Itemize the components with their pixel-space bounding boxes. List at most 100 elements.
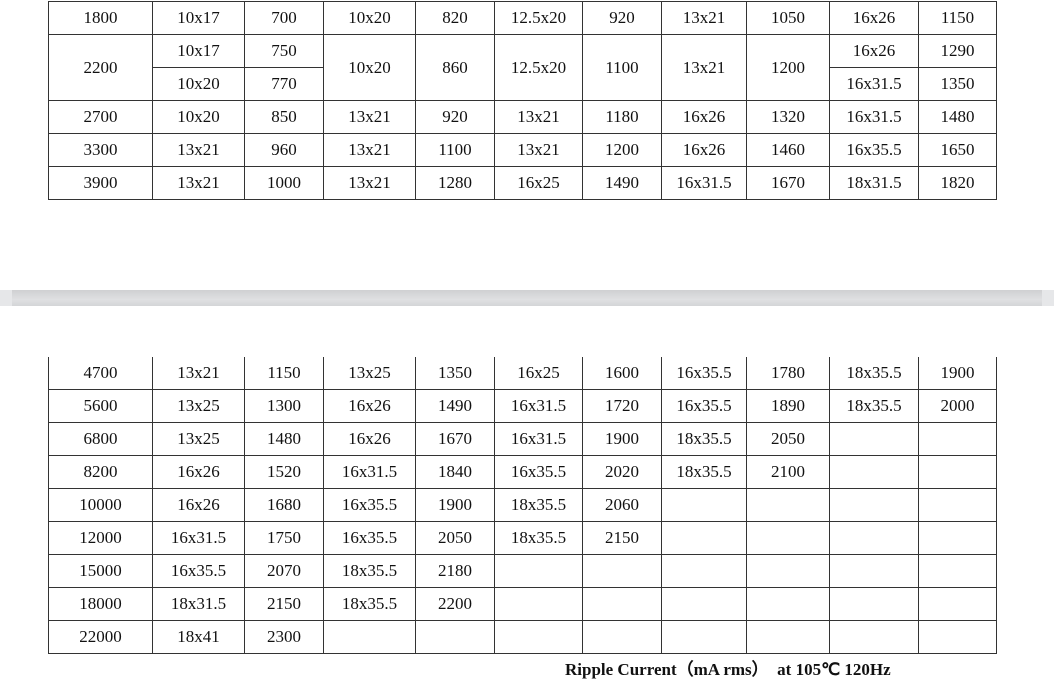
table-cell xyxy=(494,587,583,621)
table-cell: 3900 xyxy=(48,166,153,200)
table-cell: 13x21 xyxy=(494,133,583,167)
table-row: 18000 18x31.5 2150 18x35.5 2200 xyxy=(48,587,997,621)
table-cell xyxy=(829,488,919,522)
table-cell: 10x17 xyxy=(152,1,245,35)
table-cell: 2020 xyxy=(582,455,662,489)
table-cell: 1650 xyxy=(918,133,997,167)
table-cell xyxy=(829,422,919,456)
table-cell xyxy=(494,554,583,588)
table-cell: 1750 xyxy=(244,521,324,555)
table-cell: 16x26 xyxy=(152,488,245,522)
table-cell: 1350 xyxy=(918,67,997,101)
table-cell xyxy=(661,521,747,555)
table-cell: 16x35.5 xyxy=(323,521,416,555)
table-cell xyxy=(829,620,919,654)
table-cell: 5600 xyxy=(48,389,153,423)
table-cell: 1600 xyxy=(582,357,662,390)
table-row: 2700 10x20 850 13x21 920 13x21 1180 16x26 1320 16… xyxy=(48,100,997,134)
table-cell: 1460 xyxy=(746,133,830,167)
table-cell: 18x35.5 xyxy=(661,455,747,489)
table-cell: 860 xyxy=(415,34,495,101)
table-cell xyxy=(494,620,583,654)
table-cell: 1780 xyxy=(746,357,830,390)
table-cell: 1680 xyxy=(244,488,324,522)
table-cell: 1200 xyxy=(582,133,662,167)
table-cell: 12.5x20 xyxy=(494,34,583,101)
table-cell: 16x35.5 xyxy=(323,488,416,522)
table-cell: 16x26 xyxy=(323,389,416,423)
table-row: 3300 13x21 960 13x21 1100 13x21 1200 16x26 1460 1… xyxy=(48,133,997,167)
table-cell: 13x21 xyxy=(661,34,747,101)
table-cell: 18x35.5 xyxy=(323,554,416,588)
table-cell: 1150 xyxy=(918,1,997,35)
table-cell: 16x31.5 xyxy=(494,389,583,423)
table-cell: 2200 xyxy=(415,587,495,621)
table-cell: 13x21 xyxy=(152,166,245,200)
table-cell: 1820 xyxy=(918,166,997,200)
table-cell: 18x35.5 xyxy=(661,422,747,456)
table-cell xyxy=(661,587,747,621)
table-cell: 1290 xyxy=(918,34,997,68)
table-cell: 1280 xyxy=(415,166,495,200)
table-cell: 13x25 xyxy=(152,422,245,456)
table-cell: 18x31.5 xyxy=(829,166,919,200)
table-cell xyxy=(829,587,919,621)
table-cell: 10000 xyxy=(48,488,153,522)
table-cell: 16x31.5 xyxy=(829,67,919,101)
table-row: 15000 16x35.5 2070 18x35.5 2180 xyxy=(48,554,997,588)
table-cell: 920 xyxy=(415,100,495,134)
table-row: 10000 16x26 1680 16x35.5 1900 18x35.5 2060 xyxy=(48,488,997,522)
table-cell: 16x31.5 xyxy=(661,166,747,200)
table-cell xyxy=(829,455,919,489)
table-cell: 1900 xyxy=(582,422,662,456)
table-cell: 10x20 xyxy=(152,67,245,101)
table-row: 3900 13x21 1000 13x21 1280 16x25 1490 16x31.5 16… xyxy=(48,166,997,200)
table-cell xyxy=(582,554,662,588)
table-cell: 1200 xyxy=(746,34,830,101)
capacitor-table-bottom: 4700 13x21 1150 13x25 1350 16x25 1600 16x35.5 17… xyxy=(48,357,997,654)
table-cell: 16x31.5 xyxy=(323,455,416,489)
table-row: 4700 13x21 1150 13x25 1350 16x25 1600 16x35.5 17… xyxy=(48,357,997,390)
table-row: 1800 10x17 700 10x20 820 12.5x20 920 13x21 1050 1… xyxy=(48,1,997,35)
table-cell: 13x25 xyxy=(152,389,245,423)
table-cell: 1100 xyxy=(415,133,495,167)
table-cell: 18x35.5 xyxy=(829,389,919,423)
table-cell: 18x35.5 xyxy=(494,521,583,555)
table-cell: 2200 xyxy=(48,34,153,101)
table-cell: 1720 xyxy=(582,389,662,423)
table-cell: 3300 xyxy=(48,133,153,167)
table-cell: 16x35.5 xyxy=(661,389,747,423)
table-cell xyxy=(746,521,830,555)
table-cell: 16x25 xyxy=(494,357,583,390)
table-cell: 13x25 xyxy=(323,357,416,390)
table-cell: 13x21 xyxy=(152,133,245,167)
table-cell: 12000 xyxy=(48,521,153,555)
table-cell xyxy=(746,587,830,621)
table-cell: 16x31.5 xyxy=(829,100,919,134)
table-cell: 2700 xyxy=(48,100,153,134)
table-cell: 16x25 xyxy=(494,166,583,200)
table-cell: 850 xyxy=(244,100,324,134)
table-cell: 2050 xyxy=(746,422,830,456)
table-cell: 4700 xyxy=(48,357,153,390)
table-cell: 16x35.5 xyxy=(829,133,919,167)
table-cell: 1350 xyxy=(415,357,495,390)
table-cell: 16x26 xyxy=(323,422,416,456)
table-cell: 2060 xyxy=(582,488,662,522)
table-cell xyxy=(746,554,830,588)
table-cell xyxy=(829,554,919,588)
page-separator xyxy=(0,290,1054,306)
table-cell: 15000 xyxy=(48,554,153,588)
table-row: 12000 16x31.5 1750 16x35.5 2050 18x35.5 2150 xyxy=(48,521,997,555)
table-cell xyxy=(661,554,747,588)
table-cell: 1150 xyxy=(244,357,324,390)
table-cell: 13x21 xyxy=(323,133,416,167)
table-cell: 13x21 xyxy=(661,1,747,35)
table-cell: 16x26 xyxy=(829,34,919,68)
table-cell: 16x26 xyxy=(152,455,245,489)
table-cell: 1480 xyxy=(244,422,324,456)
table-cell: 6800 xyxy=(48,422,153,456)
table-cell: 13x21 xyxy=(494,100,583,134)
table-cell: 960 xyxy=(244,133,324,167)
table-cell: 16x26 xyxy=(661,133,747,167)
